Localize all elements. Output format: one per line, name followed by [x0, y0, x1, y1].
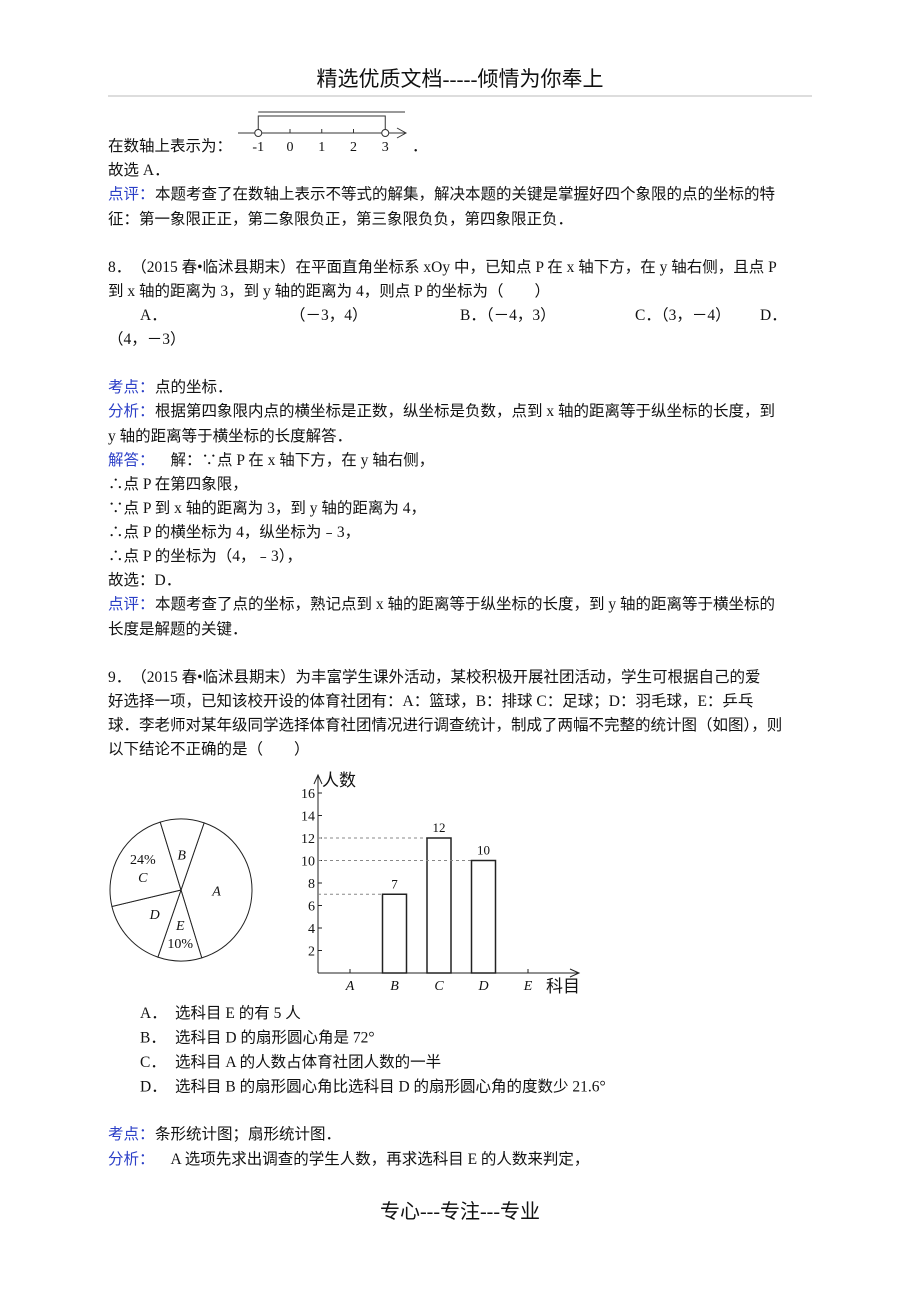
- text-line: 在数轴上表示为：: [108, 137, 232, 155]
- text-line: 到 x 轴的距离为 3，到 y 轴的距离为 4，则点 P 的坐标为（ ）: [108, 282, 550, 300]
- bar: [381, 893, 408, 974]
- range-bracket: [257, 115, 386, 133]
- open-point: [254, 129, 263, 137]
- text-line: 好选择一项，已知该校开设的体育社团有：A：篮球，B：排球 C：足球；D：羽毛球，…: [108, 692, 753, 710]
- tick-label: 0: [287, 140, 294, 155]
- axis-label: 科目: [546, 977, 580, 996]
- y-tick-label: 12: [301, 832, 315, 847]
- tick-label: 1: [318, 140, 325, 155]
- option: C．（3，－4）: [635, 307, 731, 324]
- text-line: 本题考查了在数轴上表示不等式的解集，解决本题的关键是掌握好四个象限的点的坐标的特: [155, 185, 775, 203]
- header: 精选优质文档-----倾情为你奉上: [317, 67, 604, 91]
- y-tick-label: 4: [308, 922, 315, 937]
- x-tick-label: D: [477, 979, 488, 994]
- text-line: ．: [412, 138, 428, 155]
- option: （4，－3）: [108, 331, 186, 348]
- y-tick-label: 8: [308, 877, 315, 892]
- option-letter: C．: [140, 1054, 166, 1071]
- label-tag: 分析：: [108, 1150, 155, 1168]
- y-tick-label: 6: [308, 900, 315, 915]
- text-line: 本题考查了点的坐标，熟记点到 x 轴的距离等于纵坐标的长度，到 y 轴的距离等于…: [155, 595, 775, 613]
- text-line: 8． （2015 春•临沭县期末）在平面直角坐标系 xOy 中，已知点 P 在 …: [108, 258, 777, 276]
- slice-label: C: [138, 871, 148, 886]
- slice-value: 24%: [130, 853, 156, 868]
- option-letter: B．: [140, 1030, 166, 1047]
- y-tick-label: 14: [301, 810, 315, 825]
- pie-slice: [109, 821, 182, 908]
- option-text: 选科目 B 的扇形圆心角比选科目 D 的扇形圆心角的度数少 21.6°: [175, 1078, 606, 1096]
- text-line: 征：第一象限正正，第二象限负正，第三象限负负，第四象限正负．: [108, 210, 573, 228]
- pie-slice: [159, 818, 205, 892]
- x-tick-label: B: [390, 979, 399, 994]
- option: B．（－4，3）: [460, 307, 556, 324]
- x-tick-label: E: [523, 979, 533, 994]
- bar-value: 10: [477, 843, 490, 858]
- text-line: ∴点 P 的横坐标为 4，纵坐标为﹣3，: [108, 523, 360, 541]
- label-tag: 点评：: [108, 595, 155, 613]
- open-point: [381, 129, 390, 137]
- arrow: [569, 968, 581, 978]
- text-line: 故选：D．: [108, 571, 181, 589]
- label-tag: 分析：: [108, 402, 155, 420]
- label-tag: 考点：: [108, 378, 155, 396]
- option: （－3，4）: [290, 307, 368, 324]
- text-line: 长度是解题的关键．: [108, 620, 248, 638]
- pie-slice: [111, 889, 182, 958]
- slice-label: E: [175, 919, 185, 934]
- option: A．: [140, 307, 167, 324]
- option-text: 选科目 A 的人数占体育社团人数的一半: [175, 1053, 441, 1071]
- arrow: [396, 127, 408, 139]
- text-line: 故选 A．: [108, 161, 170, 179]
- text-line: 以下结论不正确的是（ ）: [108, 740, 310, 758]
- text-line: 球．李老师对某年级同学选择体育社团情况进行调查统计，制成了两幅不完整的统计图（如…: [108, 716, 782, 734]
- text-line: ∴点 P 的坐标为（4，﹣3），: [108, 547, 302, 565]
- option-letter: D．: [140, 1079, 167, 1096]
- text-line: A 选项先求出调查的学生人数，再求选科目 E 的人数来判定，: [155, 1150, 589, 1168]
- x-tick-label: C: [434, 979, 444, 994]
- text-line: y 轴的距离等于横坐标的长度解答．: [108, 427, 352, 445]
- tick-label: 3: [382, 140, 389, 155]
- axis-label: 人数: [322, 771, 356, 790]
- label-tag: 点评：: [108, 185, 155, 203]
- tick-label: -1: [252, 140, 264, 155]
- arrow: [313, 773, 323, 785]
- text-line: ∵点 P 到 x 轴的距离为 3，到 y 轴的距离为 4，: [108, 499, 426, 517]
- bar: [426, 837, 452, 974]
- text-line: 解：∵点 P 在 x 轴下方，在 y 轴右侧，: [155, 451, 434, 469]
- label-tag: 解答：: [108, 451, 155, 469]
- bar-value: 7: [391, 876, 398, 891]
- text-line: 点的坐标．: [155, 378, 233, 396]
- footer: 专心---专注---专业: [380, 1200, 540, 1223]
- option-letter: A．: [140, 1005, 167, 1022]
- y-tick-label: 16: [301, 787, 315, 802]
- text-line: 根据第四象限内点的横坐标是正数，纵坐标是负数，点到 x 轴的距离等于纵坐标的长度…: [155, 402, 775, 420]
- tick-label: 2: [350, 140, 357, 155]
- y-tick-label: 10: [301, 855, 315, 870]
- text-line: 条形统计图；扇形统计图．: [155, 1125, 341, 1143]
- label-tag: 考点：: [108, 1125, 155, 1143]
- option: D．: [760, 307, 787, 324]
- option-text: 选科目 E 的有 5 人: [175, 1004, 301, 1022]
- bar: [470, 859, 497, 974]
- text-line: ∴点 P 在第四象限，: [108, 475, 248, 493]
- option-text: 选科目 D 的扇形圆心角是 72°: [175, 1029, 375, 1047]
- slice-label: A: [211, 885, 221, 900]
- slice-value: 10%: [167, 937, 193, 952]
- text-line: 9． （2015 春•临沭县期末）为丰富学生课外活动，某校积极开展社团活动，学生…: [108, 668, 761, 686]
- slice-label: D: [149, 908, 160, 923]
- bar-value: 12: [433, 820, 446, 835]
- slice-label: B: [177, 849, 186, 864]
- y-tick-label: 2: [308, 945, 315, 960]
- pie-slice: [180, 822, 253, 959]
- x-tick-label: A: [345, 979, 355, 994]
